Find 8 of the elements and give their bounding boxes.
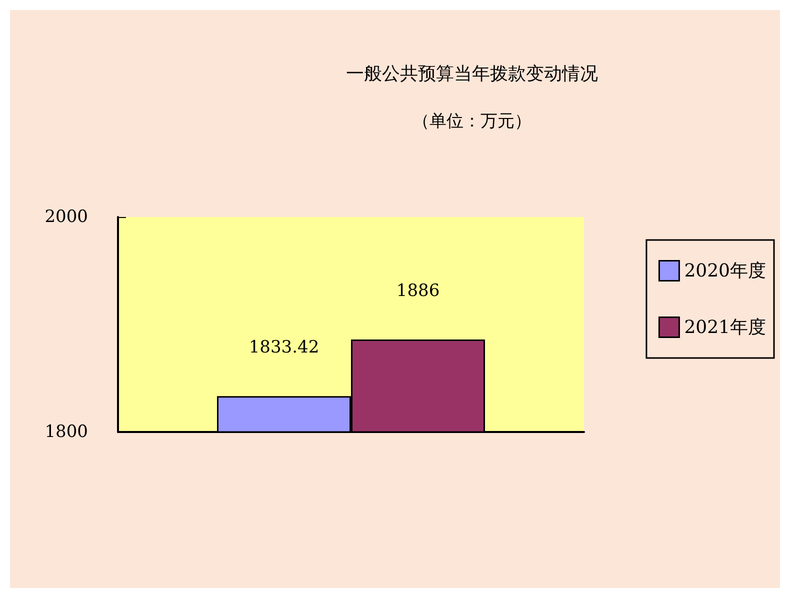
data-label: 1833.42 [248,338,320,358]
chart-title: 一般公共预算当年拨款变动情况 [346,64,598,84]
data-label: 1886 [396,281,440,302]
chart-subtitle: （单位：万元） [412,112,532,132]
legend-label: 2020年度 [684,260,766,282]
legend-label: 2021年度 [684,316,766,338]
y-tick-label: 1800 [44,422,88,442]
y-tick-label: 2000 [44,207,88,227]
